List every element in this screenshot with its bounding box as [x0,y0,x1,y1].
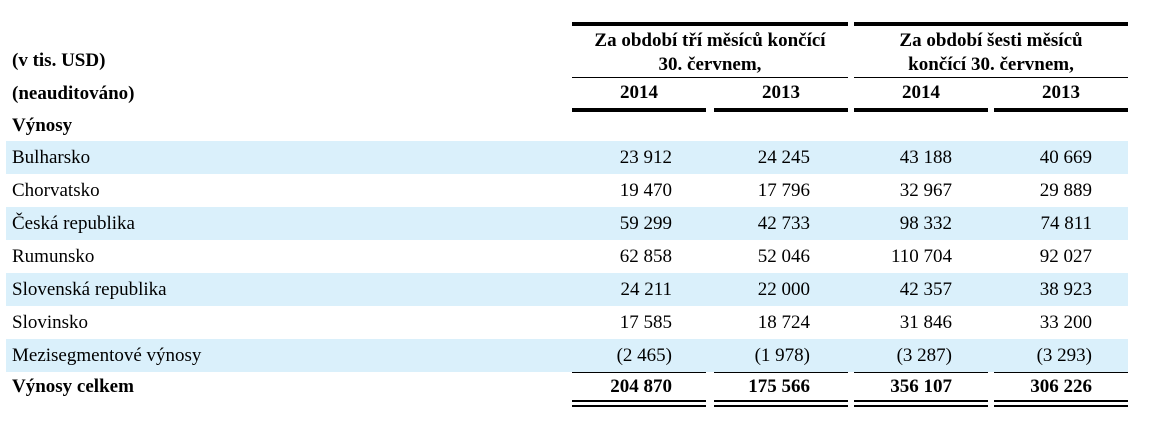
header-top-rule-six-months [854,22,1128,26]
table-row: Slovenská republika 24 211 22 000 42 357… [6,273,1128,306]
table-row: Bulharsko 23 912 24 245 43 188 40 669 [6,141,1128,174]
year-underline-h-2013 [994,108,1128,112]
cell-h-2013: 40 669 [1039,147,1092,168]
table-row: Slovinsko 17 585 18 724 31 846 33 200 [6,306,1128,339]
cell-h-2014: (3 287) [896,345,952,366]
cell-q-2013: 52 046 [757,246,810,267]
cell-q-2014: 19 470 [619,180,672,201]
row-label: Mezisegmentové výnosy [12,345,202,366]
total-double-rule-b-q-2014 [572,405,706,407]
row-label: Slovinsko [12,312,89,333]
group-header-three-months-line1: Za období tří měsíců končící [594,30,826,51]
cell-q-2014: 59 299 [619,213,672,234]
total-double-rule-a-h-2013 [994,400,1128,402]
cell-h-2013: 29 889 [1039,180,1092,201]
cell-h-2014: 98 332 [899,213,952,234]
total-double-rule-b-h-2013 [994,405,1128,407]
total-row: Výnosy celkem 204 870 175 566 356 107 30… [6,370,1128,403]
cell-h-2013: 38 923 [1039,279,1092,300]
total-double-rule-a-h-2014 [854,400,988,402]
cell-h-2014: 32 967 [899,180,952,201]
total-q-2014: 204 870 [610,376,672,397]
audit-label: (neauditováno) [12,83,135,104]
total-label: Výnosy celkem [12,376,134,397]
total-double-rule-a-q-2013 [714,400,848,402]
cell-q-2013: 17 796 [757,180,810,201]
cell-q-2013: 18 724 [757,312,810,333]
total-top-rule-h-2014 [854,372,988,373]
cell-h-2014: 43 188 [899,147,952,168]
group-header-six-months-line2: končící 30. červnem, [908,54,1074,75]
total-h-2014: 356 107 [890,376,952,397]
table-row: Chorvatsko 19 470 17 796 32 967 29 889 [6,174,1128,207]
total-double-rule-a-q-2014 [572,400,706,402]
cell-h-2013: (3 293) [1036,345,1092,366]
group-header-three-months-line2: 30. červnem, [658,54,762,75]
group-underline-three-months [572,77,848,78]
table-row: Rumunsko 62 858 52 046 110 704 92 027 [6,240,1128,273]
cell-q-2013: 24 245 [757,147,810,168]
total-double-rule-b-h-2014 [854,405,988,407]
total-top-rule-h-2013 [994,372,1128,373]
cell-q-2013: 22 000 [757,279,810,300]
year-underline-h-2014 [854,108,988,112]
cell-h-2013: 74 811 [1040,213,1092,234]
row-label: Rumunsko [12,246,95,267]
group-header-three-months: Za období tří měsíců končící 30. červnem… [572,29,848,77]
cell-q-2013: (1 978) [754,345,810,366]
cell-q-2014: 17 585 [619,312,672,333]
row-label: Slovenská republika [12,279,167,300]
total-q-2013: 175 566 [748,376,810,397]
row-label: Bulharsko [12,147,91,168]
cell-q-2014: 23 912 [619,147,672,168]
total-double-rule-b-q-2013 [714,405,848,407]
row-label: Chorvatsko [12,180,100,201]
year-underline-q-2014 [572,108,706,112]
cell-h-2013: 33 200 [1039,312,1092,333]
total-top-rule-q-2014 [572,372,706,373]
cell-q-2014: (2 465) [616,345,672,366]
header-top-rule-three-months [572,22,848,26]
cell-h-2014: 31 846 [899,312,952,333]
year-underline-q-2013 [714,108,848,112]
cell-q-2014: 24 211 [620,279,672,300]
row-label: Česká republika [12,213,135,234]
cell-h-2014: 110 704 [890,246,952,267]
group-underline-six-months [854,77,1128,78]
group-header-six-months: Za období šesti měsíců končící 30. červn… [854,29,1128,77]
table-row: Mezisegmentové výnosy (2 465) (1 978) (3… [6,339,1128,372]
year-header-h-2014: 2014 [902,82,940,103]
section-title: Výnosy [12,115,73,136]
cell-h-2013: 92 027 [1039,246,1092,267]
total-top-rule-q-2013 [714,372,848,373]
cell-q-2013: 42 733 [757,213,810,234]
cell-h-2014: 42 357 [899,279,952,300]
table-row: Česká republika 59 299 42 733 98 332 74 … [6,207,1128,240]
total-h-2013: 306 226 [1030,376,1092,397]
year-header-q-2014: 2014 [620,82,658,103]
group-header-six-months-line1: Za období šesti měsíců [899,30,1083,51]
year-header-q-2013: 2013 [762,82,800,103]
cell-q-2014: 62 858 [619,246,672,267]
year-header-h-2013: 2013 [1042,82,1080,103]
unit-label: (v tis. USD) [12,50,106,71]
